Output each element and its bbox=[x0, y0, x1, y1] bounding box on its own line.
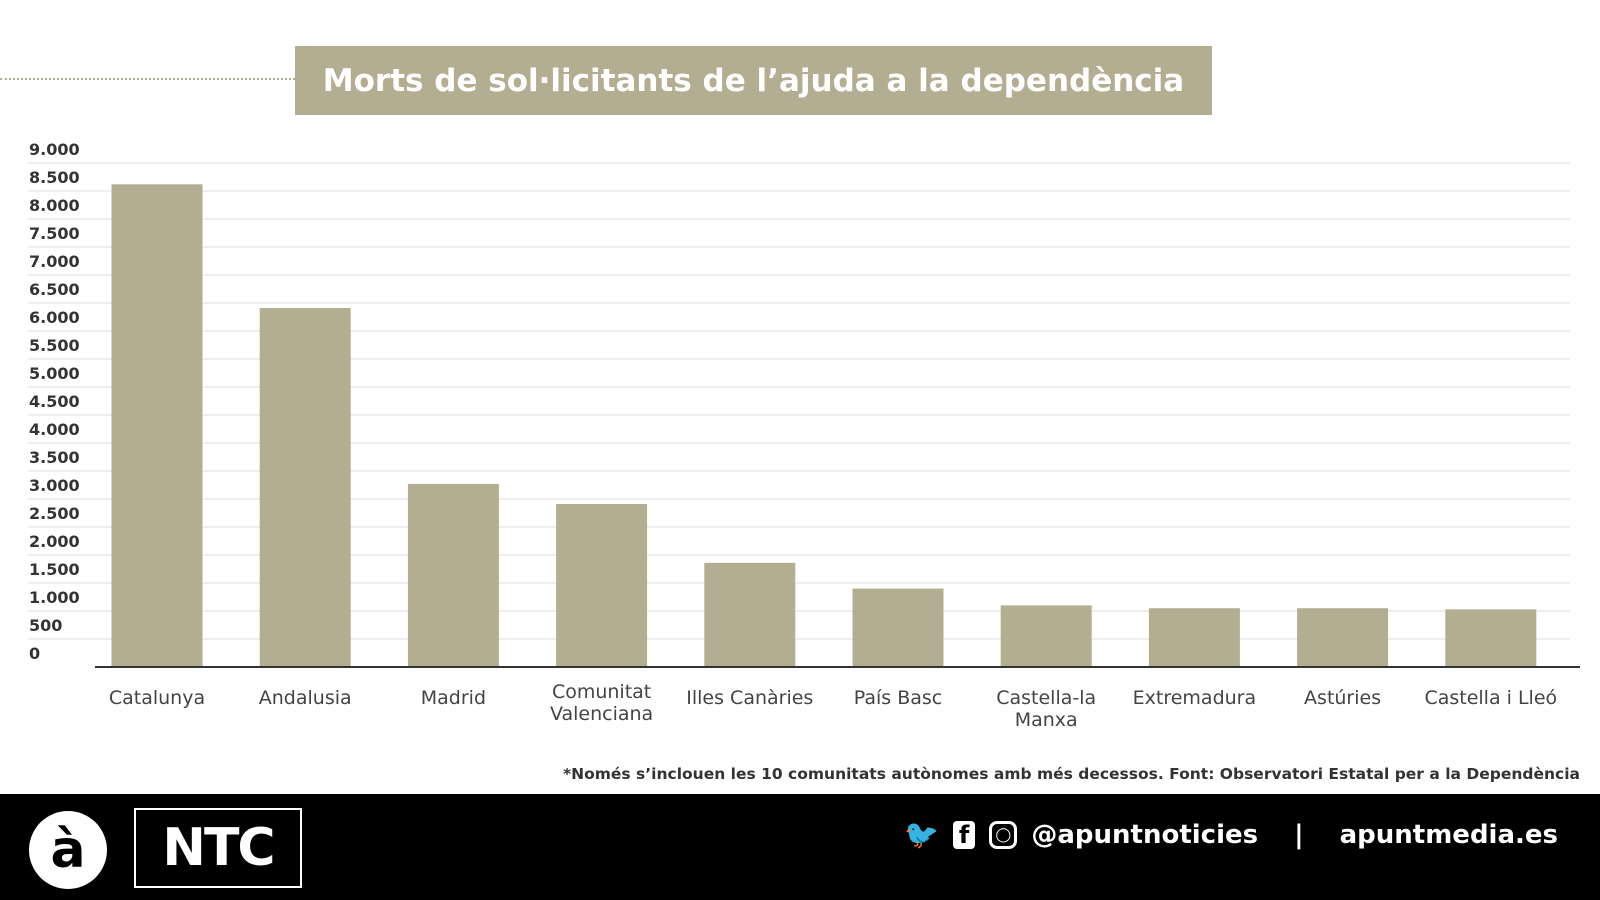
y-tick-label: 3.500 bbox=[29, 448, 80, 467]
y-tick-label: 500 bbox=[29, 616, 62, 635]
bar-astúries bbox=[1297, 608, 1389, 667]
x-tick-label: Comunitat Valenciana bbox=[550, 681, 653, 725]
x-tick-label: Castella-la Manxa bbox=[996, 687, 1096, 731]
y-tick-label: 6.000 bbox=[29, 308, 80, 327]
y-tick-label: 1.000 bbox=[29, 588, 80, 607]
bar-chart: 0 500 1.000 1.500 2.000 2.500 3.000 3.500 4.000 4… bbox=[28, 140, 1580, 731]
y-tick-label: 4.000 bbox=[29, 420, 80, 439]
y-tick-label: 7.500 bbox=[29, 224, 80, 243]
twitter-icon[interactable]: 🐦 bbox=[904, 818, 939, 851]
bar-illes-canàries bbox=[704, 562, 796, 667]
chart-title: Morts de sol·licitants de l’ajuda a la d… bbox=[295, 46, 1212, 115]
y-tick-label: 5.500 bbox=[29, 336, 80, 355]
apunt-logo: à bbox=[29, 811, 107, 889]
ntc-logo: NTC bbox=[134, 808, 302, 888]
x-tick-label: Madrid bbox=[421, 687, 486, 709]
website-link[interactable]: apuntmedia.es bbox=[1339, 819, 1558, 850]
y-tick-label: 7.000 bbox=[29, 252, 80, 271]
bar-país-basc bbox=[852, 588, 944, 667]
y-tick-label: 2.000 bbox=[29, 532, 80, 551]
x-tick-label: País Basc bbox=[854, 687, 943, 709]
bar-castella-la-manxa bbox=[1000, 605, 1092, 667]
source-note: *Només s’inclouen les 10 comunitats autò… bbox=[563, 765, 1580, 783]
y-tick-label: 0 bbox=[29, 644, 40, 663]
x-tick-label: Castella i Lleó bbox=[1424, 687, 1557, 709]
facebook-icon[interactable]: f bbox=[952, 820, 976, 849]
x-tick-label: Astúries bbox=[1304, 687, 1381, 709]
bar-catalunya bbox=[111, 184, 203, 667]
x-tick-label: Extremadura bbox=[1133, 687, 1257, 709]
y-tick-label: 2.500 bbox=[29, 504, 80, 523]
instagram-icon[interactable]: ◯ bbox=[989, 820, 1018, 849]
x-tick-label: Andalusia bbox=[259, 687, 352, 709]
bar-madrid bbox=[407, 483, 499, 667]
footer: à NTC 🐦 f ◯ @apuntnoticies | apuntmedia.… bbox=[0, 794, 1600, 900]
y-tick-label: 8.000 bbox=[29, 196, 80, 215]
bar-andalusia bbox=[259, 308, 351, 667]
bar-extremadura bbox=[1148, 608, 1240, 667]
title-dotted-line bbox=[0, 78, 295, 80]
x-tick-label: Catalunya bbox=[109, 687, 205, 709]
bar-comunitat-valenciana bbox=[556, 504, 648, 667]
y-tick-label: 4.500 bbox=[29, 392, 80, 411]
social-handle[interactable]: @apuntnoticies bbox=[1031, 819, 1259, 850]
y-tick-label: 3.000 bbox=[29, 476, 80, 495]
bar-castella-i-lleó bbox=[1445, 609, 1537, 667]
y-tick-label: 5.000 bbox=[29, 364, 80, 383]
y-tick-label: 1.500 bbox=[29, 560, 80, 579]
x-tick-label: Illes Canàries bbox=[686, 687, 813, 709]
y-tick-label: 9.000 bbox=[29, 140, 80, 159]
social-bar: 🐦 f ◯ @apuntnoticies | apuntmedia.es bbox=[904, 818, 1558, 851]
separator: | bbox=[1294, 819, 1304, 850]
y-tick-label: 6.500 bbox=[29, 280, 80, 299]
y-tick-label: 8.500 bbox=[29, 168, 80, 187]
